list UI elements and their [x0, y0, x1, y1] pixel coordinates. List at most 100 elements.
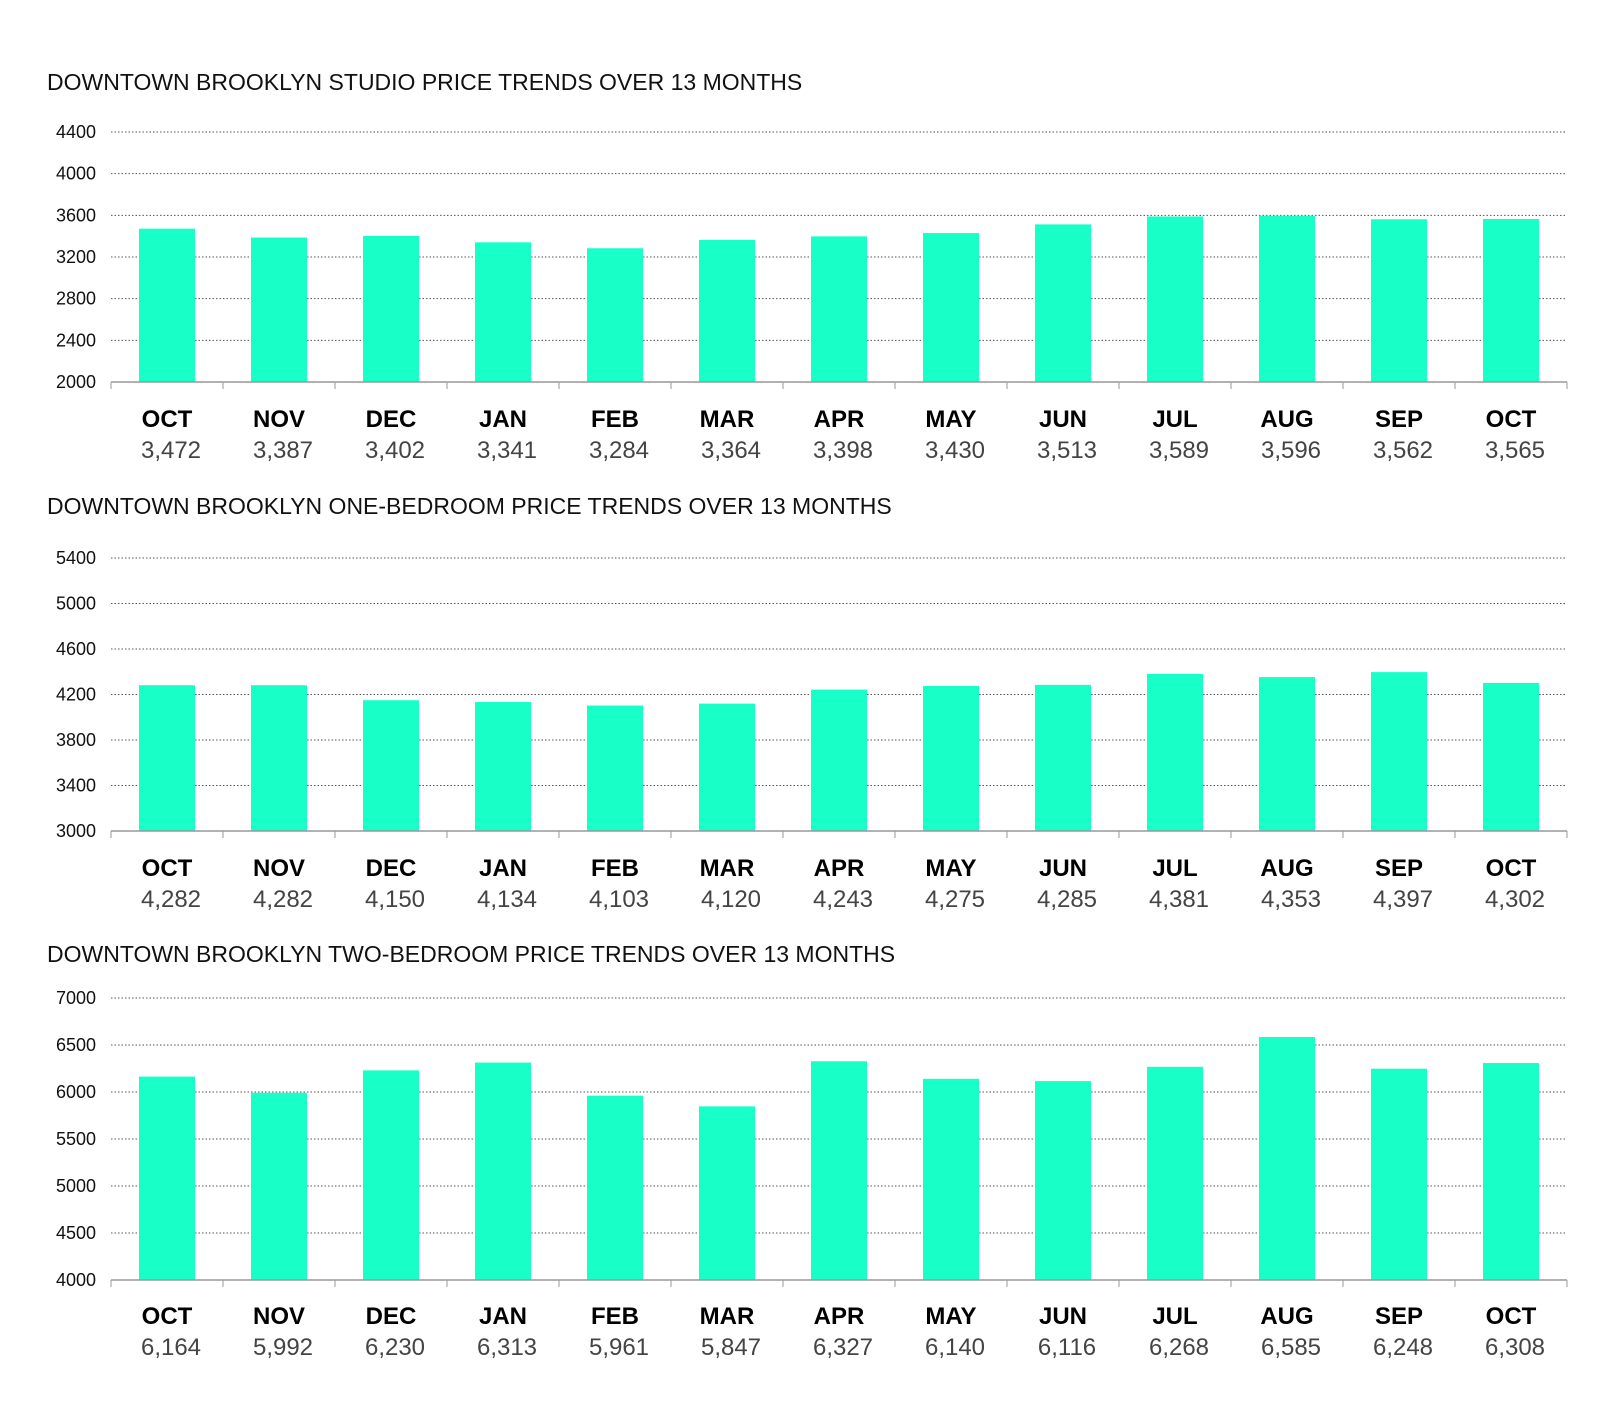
data-label: 3,596 — [1261, 437, 1321, 464]
bar — [1259, 1037, 1315, 1280]
x-category-label: NOV — [253, 406, 305, 433]
bar — [699, 239, 755, 382]
data-label: 4,282 — [141, 886, 201, 913]
data-label: 3,341 — [477, 437, 537, 464]
data-label: 5,847 — [701, 1334, 761, 1361]
data-label: 4,103 — [589, 886, 649, 913]
bar — [699, 1106, 755, 1280]
data-label: 3,398 — [813, 437, 873, 464]
bar — [139, 228, 195, 382]
bar — [1483, 218, 1539, 382]
data-label: 4,150 — [365, 886, 425, 913]
y-tick-label: 7000 — [56, 988, 96, 1008]
y-tick-label: 3400 — [56, 776, 96, 796]
data-label: 3,284 — [589, 437, 649, 464]
y-tick-label: 4600 — [56, 639, 96, 659]
chart-1: DOWNTOWN BROOKLYN STUDIO PRICE TRENDS OV… — [47, 69, 1568, 464]
x-category-label: AUG — [1260, 1303, 1313, 1330]
data-label: 3,565 — [1485, 437, 1545, 464]
x-category-label: FEB — [591, 1303, 639, 1330]
bar — [139, 1076, 195, 1280]
y-tick-label: 4000 — [56, 164, 96, 184]
data-label: 3,589 — [1149, 437, 1209, 464]
bar — [923, 233, 979, 382]
bar — [475, 242, 531, 382]
data-label: 6,268 — [1149, 1334, 1209, 1361]
data-label: 3,387 — [253, 437, 313, 464]
x-category-label: JUN — [1039, 855, 1087, 882]
data-label: 6,140 — [925, 1334, 985, 1361]
bar — [139, 685, 195, 831]
data-label: 6,327 — [813, 1334, 873, 1361]
x-category-label: NOV — [253, 855, 305, 882]
bar — [1371, 219, 1427, 382]
x-category-label: OCT — [1486, 855, 1537, 882]
x-category-label: SEP — [1375, 855, 1423, 882]
x-category-label: MAY — [925, 855, 976, 882]
x-category-label: MAR — [700, 855, 755, 882]
data-label: 4,275 — [925, 886, 985, 913]
chart-3: DOWNTOWN BROOKLYN TWO-BEDROOM PRICE TREN… — [47, 941, 1568, 1361]
y-tick-label: 2800 — [56, 289, 96, 309]
data-label: 3,402 — [365, 437, 425, 464]
chart-title: DOWNTOWN BROOKLYN TWO-BEDROOM PRICE TREN… — [47, 941, 895, 967]
data-label: 6,308 — [1485, 1334, 1545, 1361]
x-category-label: OCT — [142, 1303, 193, 1330]
x-category-label: JUN — [1039, 1303, 1087, 1330]
data-label: 6,248 — [1373, 1334, 1433, 1361]
y-tick-label: 5000 — [56, 594, 96, 614]
chart-title: DOWNTOWN BROOKLYN STUDIO PRICE TRENDS OV… — [47, 69, 802, 95]
data-label: 5,992 — [253, 1334, 313, 1361]
y-tick-label: 3200 — [56, 247, 96, 267]
data-label: 3,430 — [925, 437, 985, 464]
x-category-label: APR — [814, 1303, 865, 1330]
bar — [587, 1095, 643, 1280]
data-label: 6,116 — [1038, 1334, 1096, 1361]
x-category-label: DEC — [366, 1303, 417, 1330]
data-label: 3,472 — [141, 437, 201, 464]
data-label: 4,353 — [1261, 886, 1321, 913]
x-category-label: JUL — [1152, 406, 1197, 433]
bar — [1259, 215, 1315, 382]
data-label: 4,285 — [1037, 886, 1097, 913]
x-category-label: JAN — [479, 855, 527, 882]
x-category-label: MAY — [925, 1303, 976, 1330]
bar — [1147, 673, 1203, 831]
chart-2: DOWNTOWN BROOKLYN ONE-BEDROOM PRICE TREN… — [47, 493, 1568, 913]
bar — [1483, 682, 1539, 831]
y-tick-label: 3800 — [56, 730, 96, 750]
bar — [363, 700, 419, 831]
bar — [251, 685, 307, 831]
bar — [811, 236, 867, 382]
data-label: 4,397 — [1373, 886, 1433, 913]
data-label: 4,120 — [701, 886, 761, 913]
data-label: 3,562 — [1373, 437, 1433, 464]
x-category-label: DEC — [366, 406, 417, 433]
x-category-label: AUG — [1260, 406, 1313, 433]
y-tick-label: 2400 — [56, 330, 96, 350]
data-label: 3,513 — [1037, 437, 1097, 464]
bar — [1371, 672, 1427, 831]
bar — [587, 705, 643, 831]
bar — [251, 1092, 307, 1280]
x-category-label: NOV — [253, 1303, 305, 1330]
x-category-label: OCT — [142, 855, 193, 882]
x-category-label: JUL — [1152, 855, 1197, 882]
bar — [923, 685, 979, 831]
x-category-label: MAY — [925, 406, 976, 433]
bar — [475, 702, 531, 831]
x-category-label: MAR — [700, 1303, 755, 1330]
y-tick-label: 4000 — [56, 1270, 96, 1290]
y-tick-label: 3000 — [56, 821, 96, 841]
bar — [363, 1070, 419, 1280]
bar — [811, 689, 867, 831]
x-category-label: APR — [814, 406, 865, 433]
bar — [1371, 1068, 1427, 1280]
bar — [923, 1078, 979, 1280]
x-category-label: DEC — [366, 855, 417, 882]
data-label: 4,282 — [253, 886, 313, 913]
data-label: 6,585 — [1261, 1334, 1321, 1361]
x-category-label: OCT — [142, 406, 193, 433]
